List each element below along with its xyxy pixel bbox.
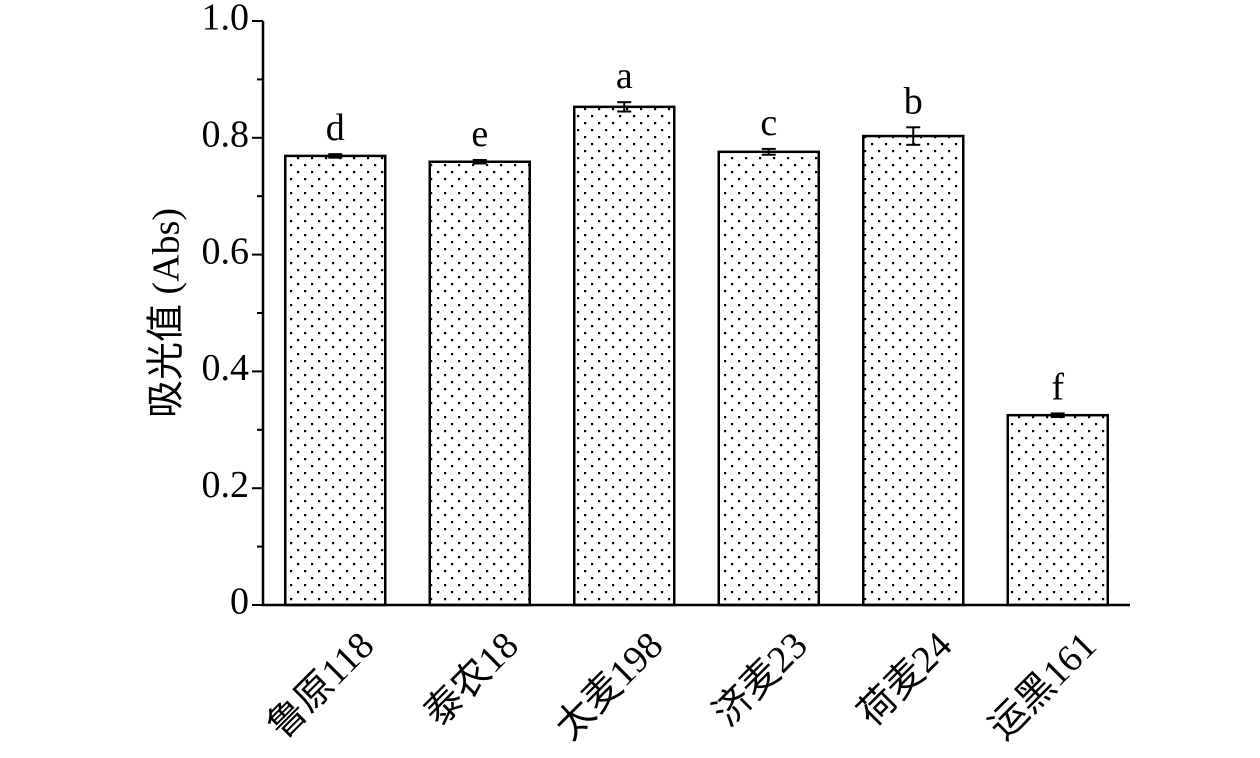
bar: [428, 160, 531, 607]
x-tick-label: 运黑161: [981, 624, 1105, 748]
x-tick-label: 太麦198: [548, 624, 672, 748]
error-bar: [761, 147, 776, 156]
y-axis-title: 吸光值 (Abs): [146, 208, 188, 418]
y-tick-label: 0.4: [202, 347, 250, 389]
y-tick-label: 0.6: [202, 230, 250, 272]
x-tick-label: 泰农18: [416, 624, 526, 734]
x-tick-label: 荷麦24: [850, 624, 960, 734]
significance-label: e: [471, 113, 488, 155]
y-tick-label: 0.8: [202, 114, 250, 156]
bar: [717, 150, 820, 607]
significance-label: d: [326, 107, 345, 149]
significance-label: b: [904, 80, 923, 122]
error-bar: [328, 153, 343, 159]
x-tick-label: 济麦23: [705, 624, 815, 734]
x-tick-label: 鲁原118: [260, 624, 383, 747]
y-tick-label: 1.0: [202, 0, 250, 39]
y-tick-label: 0.2: [202, 464, 250, 506]
error-bar: [617, 101, 632, 113]
significance-label: f: [1051, 366, 1064, 408]
error-bar: [472, 158, 487, 165]
bar: [1006, 413, 1109, 607]
y-tick-label: 0: [230, 581, 249, 623]
error-bar: [906, 126, 921, 146]
significance-label: c: [760, 102, 777, 144]
bar: [862, 134, 965, 607]
bar: [284, 154, 387, 607]
significance-label: a: [616, 55, 633, 97]
error-bar: [1050, 412, 1065, 418]
bar: [573, 105, 676, 607]
